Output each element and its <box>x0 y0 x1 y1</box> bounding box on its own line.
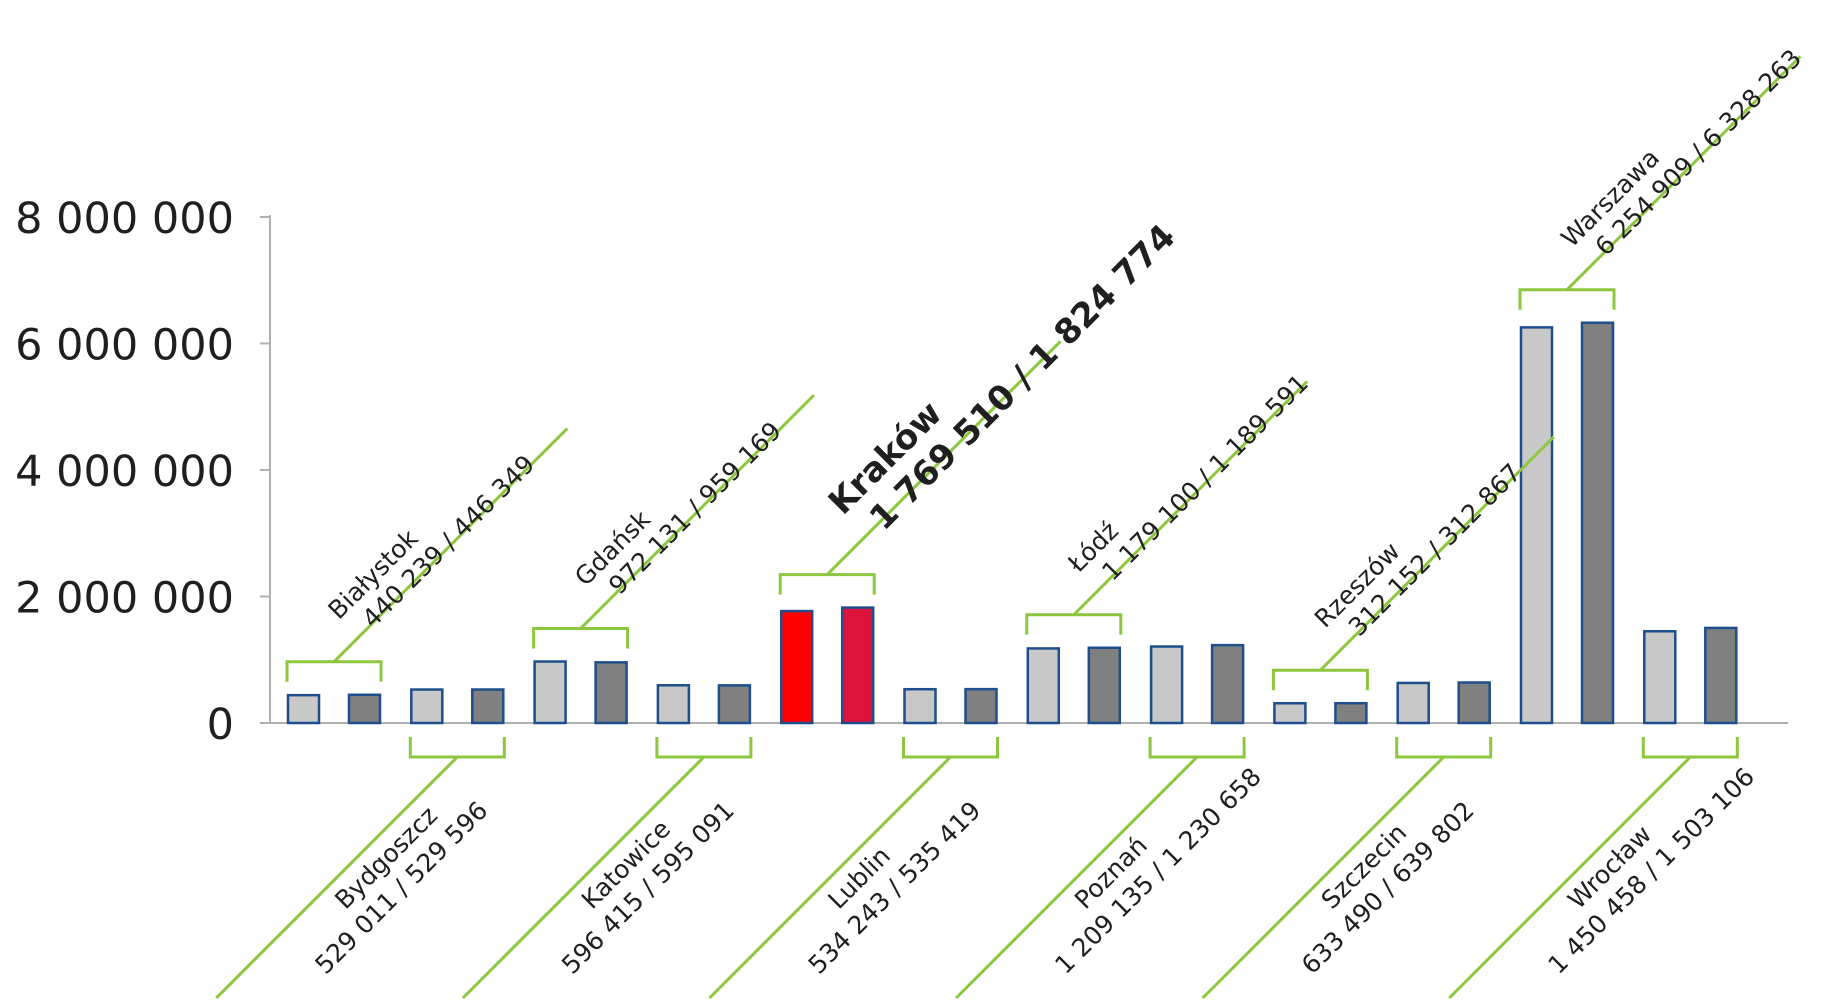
label-brackets-layer <box>215 55 1802 1000</box>
leader-line-rzeszów <box>1319 435 1555 672</box>
bar-rzeszów-a <box>1273 702 1307 725</box>
leader-line-poznań <box>955 755 1199 1000</box>
bracket-szczecin <box>1395 737 1493 759</box>
bar-bydgoszcz-b <box>471 688 505 725</box>
bracket-wrocław <box>1641 737 1739 759</box>
bar-lublin-b <box>964 687 998 725</box>
bracket-katowice <box>655 737 753 759</box>
bar-gdańsk-b <box>594 661 628 725</box>
leader-line-łódź <box>1072 380 1309 616</box>
city-values: 1 769 510 / 1 824 774 <box>862 217 1183 538</box>
bar-białystok-a <box>286 693 321 725</box>
leader-line-warszawa <box>1565 55 1802 291</box>
bracket-warszawa <box>1518 288 1616 310</box>
bar-poznań-b <box>1210 643 1245 725</box>
city-values: 1 179 100 / 1 189 591 <box>1096 369 1314 587</box>
bracket-łódź <box>1025 613 1123 635</box>
bar-bydgoszcz-a <box>410 688 444 725</box>
bar-wrocław-b <box>1704 626 1738 725</box>
bracket-kraków <box>778 573 876 595</box>
bar-kraków-a <box>779 609 814 725</box>
y-tick-label: 4 000 000 <box>15 447 234 497</box>
bar-szczecin-b <box>1457 681 1491 725</box>
bracket-rzeszów <box>1271 668 1369 691</box>
city-values: 972 131 / 959 169 <box>603 416 787 600</box>
leader-line-białystok <box>332 427 569 663</box>
leader-line-katowice <box>461 755 705 1000</box>
bar-wrocław-a <box>1643 630 1677 725</box>
bar-szczecin-a <box>1396 681 1430 725</box>
bracket-poznań <box>1148 737 1246 759</box>
bracket-gdańsk <box>532 627 630 649</box>
bar-białystok-b <box>347 693 382 725</box>
bar-rzeszów-b <box>1334 701 1368 725</box>
leader-line-kraków <box>826 340 1062 576</box>
bar-lublin-a <box>903 687 937 725</box>
bar-łódź-b <box>1087 646 1122 725</box>
y-tick-label: 0 <box>207 700 234 750</box>
bracket-lublin <box>902 737 999 759</box>
leader-line-bydgoszcz <box>215 755 459 1000</box>
bar-katowice-a <box>656 684 691 725</box>
city-values: 312 152 / 312 867 <box>1343 458 1527 642</box>
bar-warszawa-b <box>1580 321 1615 725</box>
bar-gdańsk-a <box>533 660 567 725</box>
leader-line-wrocław <box>1448 755 1692 1000</box>
leader-line-lublin <box>708 755 952 1000</box>
bracket-białystok <box>285 660 383 682</box>
city-values: 6 254 909 / 6 328 263 <box>1589 44 1807 262</box>
bar-katowice-b <box>717 684 752 725</box>
bar-łódź-a <box>1026 647 1061 725</box>
bar-poznań-a <box>1149 645 1184 725</box>
bar-kraków-b <box>840 606 875 725</box>
bar-warszawa-a <box>1519 326 1554 725</box>
leader-line-gdańsk <box>579 394 815 630</box>
y-tick-label: 8 000 000 <box>15 194 234 244</box>
y-tick-label: 6 000 000 <box>15 321 234 371</box>
bracket-bydgoszcz <box>408 737 506 759</box>
y-tick-label: 2 000 000 <box>15 574 234 624</box>
bars-layer <box>286 321 1738 725</box>
leader-line-szczecin <box>1201 755 1445 1000</box>
city-values: 440 239 / 446 349 <box>356 449 540 633</box>
